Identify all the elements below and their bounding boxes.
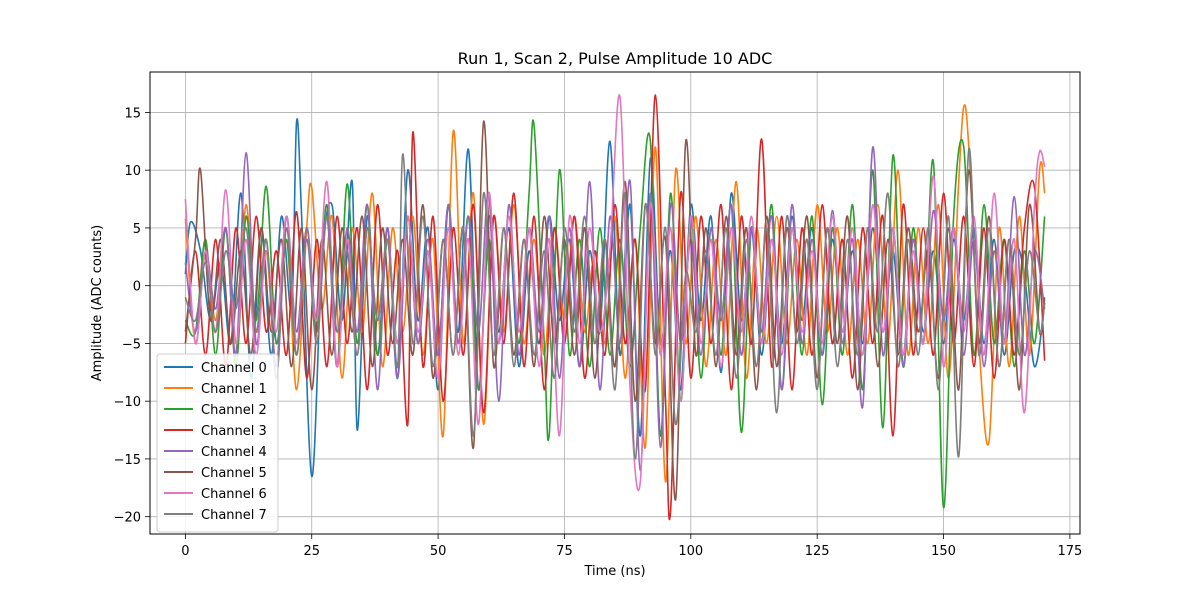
y-tick-label: 0 (133, 280, 141, 295)
y-tick-label: −15 (114, 453, 141, 468)
series-line-channel-3 (184, 94, 1046, 521)
legend-box (156, 353, 279, 533)
x-tick-label: 25 (303, 544, 320, 559)
y-tick-label: 5 (133, 222, 141, 237)
y-tick-label: −10 (114, 395, 141, 410)
series-lines (184, 94, 1046, 521)
x-axis-title: Time (ns) (583, 564, 645, 579)
legend-label: Channel 3 (201, 424, 267, 439)
y-tick-label: 10 (124, 164, 141, 179)
y-axis-title: Amplitude (ADC counts) (90, 225, 105, 381)
axis-ticks: 0 25 50 75 100 125 150 175 −20 −15 −10 −5 0 5 10 15 (114, 106, 1083, 559)
legend-label: Channel 5 (201, 466, 267, 481)
y-tick-label: −20 (114, 511, 141, 526)
legend-label: Channel 6 (201, 487, 267, 502)
x-tick-label: 75 (556, 544, 573, 559)
legend-label: Channel 7 (201, 508, 267, 523)
chart-title: Run 1, Scan 2, Pulse Amplitude 10 ADC (458, 49, 773, 68)
x-tick-label: 50 (430, 544, 447, 559)
x-tick-label: 125 (805, 544, 830, 559)
legend-label: Channel 0 (201, 361, 267, 376)
x-tick-label: 0 (181, 544, 189, 559)
x-tick-label: 175 (1057, 544, 1082, 559)
y-tick-label: −5 (122, 337, 141, 352)
series-line-channel-6 (184, 94, 1046, 491)
x-tick-label: 150 (931, 544, 956, 559)
y-tick-label: 15 (124, 106, 141, 121)
legend-label: Channel 4 (201, 445, 267, 460)
x-tick-label: 100 (678, 544, 703, 559)
legend: Channel 0 Channel 1 Channel 2 Channel 3 Chan… (156, 353, 279, 533)
series-line-channel-7 (184, 147, 1046, 460)
plot-frame (149, 71, 1081, 535)
legend-label: Channel 2 (201, 403, 267, 418)
legend-label: Channel 1 (201, 382, 267, 397)
